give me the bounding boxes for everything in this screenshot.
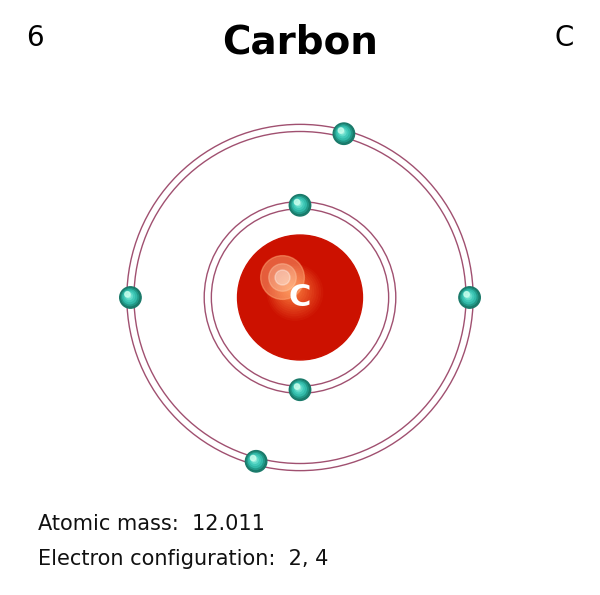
Circle shape: [282, 280, 302, 299]
Circle shape: [259, 256, 334, 331]
Circle shape: [242, 240, 357, 355]
Circle shape: [289, 286, 293, 290]
Circle shape: [254, 252, 341, 339]
Circle shape: [275, 270, 290, 285]
Circle shape: [284, 281, 300, 298]
Circle shape: [244, 242, 355, 352]
Circle shape: [281, 278, 304, 302]
Circle shape: [238, 235, 362, 360]
Circle shape: [123, 290, 137, 304]
Circle shape: [466, 294, 470, 298]
Circle shape: [124, 292, 134, 302]
Circle shape: [247, 452, 264, 469]
Circle shape: [296, 202, 301, 206]
Circle shape: [272, 270, 316, 314]
Circle shape: [253, 458, 256, 462]
Circle shape: [286, 283, 298, 295]
Circle shape: [289, 195, 311, 216]
Circle shape: [289, 379, 311, 400]
Circle shape: [287, 285, 295, 293]
Circle shape: [248, 453, 262, 468]
Circle shape: [264, 261, 327, 325]
Circle shape: [257, 255, 337, 334]
Circle shape: [461, 289, 478, 306]
Circle shape: [275, 273, 311, 309]
Circle shape: [340, 130, 344, 134]
Circle shape: [291, 196, 308, 214]
Circle shape: [260, 256, 304, 299]
Circle shape: [251, 248, 346, 343]
Circle shape: [295, 385, 302, 392]
Circle shape: [292, 198, 306, 212]
Circle shape: [271, 268, 318, 315]
Circle shape: [463, 292, 474, 302]
Text: Atomic mass:  12.011: Atomic mass: 12.011: [38, 513, 265, 534]
Circle shape: [127, 294, 131, 298]
Circle shape: [294, 384, 304, 394]
Circle shape: [296, 386, 301, 390]
Circle shape: [291, 381, 308, 398]
Text: Carbon: Carbon: [222, 24, 378, 62]
Text: C: C: [554, 24, 574, 52]
Circle shape: [339, 129, 346, 136]
Circle shape: [247, 245, 350, 347]
Circle shape: [250, 455, 256, 461]
Circle shape: [335, 125, 352, 142]
Circle shape: [462, 290, 476, 304]
Text: Electron configuration:  2, 4: Electron configuration: 2, 4: [38, 549, 329, 569]
Circle shape: [250, 455, 260, 465]
Circle shape: [249, 246, 348, 345]
Circle shape: [251, 456, 258, 464]
Circle shape: [268, 265, 323, 320]
Circle shape: [465, 293, 472, 300]
Circle shape: [338, 128, 344, 133]
Circle shape: [279, 277, 307, 304]
Circle shape: [277, 275, 309, 306]
Circle shape: [260, 258, 332, 330]
Circle shape: [295, 201, 302, 208]
Circle shape: [120, 287, 141, 308]
Text: 6: 6: [26, 24, 44, 52]
Circle shape: [125, 292, 130, 297]
Circle shape: [464, 292, 469, 297]
Circle shape: [245, 450, 267, 472]
Circle shape: [125, 293, 133, 300]
Circle shape: [245, 243, 352, 350]
Circle shape: [333, 123, 355, 145]
Circle shape: [262, 260, 329, 327]
Circle shape: [256, 253, 339, 336]
Circle shape: [292, 382, 306, 396]
Circle shape: [295, 199, 299, 205]
Circle shape: [241, 238, 359, 357]
Circle shape: [295, 384, 299, 389]
Circle shape: [274, 271, 314, 311]
Text: C: C: [289, 283, 311, 312]
Circle shape: [266, 263, 325, 322]
Circle shape: [294, 199, 304, 209]
Circle shape: [336, 126, 350, 140]
Circle shape: [338, 127, 348, 138]
Circle shape: [253, 250, 343, 341]
Circle shape: [459, 287, 480, 308]
Circle shape: [121, 289, 139, 306]
Circle shape: [269, 267, 320, 318]
Circle shape: [269, 264, 296, 292]
